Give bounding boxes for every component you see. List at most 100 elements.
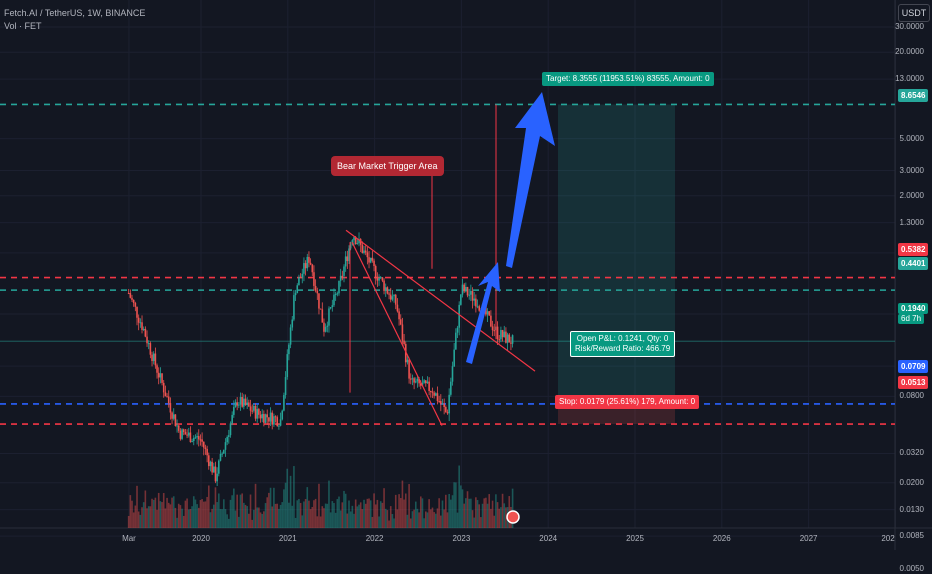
y-tick-label: 0.0050 [899,564,924,574]
candle-body [424,380,427,384]
stop-box-label[interactable]: Stop: 0.0179 (25.61%) 179, Amount: 0 [555,395,700,409]
candle-body [453,349,455,367]
target-box-label[interactable]: Target: 8.3555 (11953.51%) 83555, Amount… [542,72,714,86]
volume-bar [481,503,484,528]
volume-bar [441,500,444,528]
volume-bar [404,493,407,528]
price-chart[interactable] [0,0,932,550]
volume-bar [394,494,397,528]
volume-bar [274,503,277,528]
volume-bar [379,501,382,528]
volume-bar [455,482,457,528]
position-info-box[interactable]: Open P&L: 0.1241, Qty: 0 Risk/Reward Rat… [570,331,676,357]
candle-body [149,343,152,355]
volume-bar [398,494,400,528]
volume-bar [436,508,439,528]
candle-body [510,342,512,344]
volume-bar [256,507,258,528]
volume-bar [463,503,465,528]
volume-legend[interactable]: Vol · FET [4,21,42,31]
volume-bar [162,493,165,528]
volume-bar [339,510,342,528]
volume-bar [443,509,445,528]
candle-body [192,437,195,442]
large-up-arrow [506,92,555,268]
volume-bar [308,500,310,528]
volume-bar [358,504,360,528]
volume-bar [363,499,365,528]
candle-body [406,359,409,363]
candle-body [228,435,230,437]
volume-bar [476,500,479,528]
volume-bar [498,508,501,528]
candle-body [446,412,449,414]
candle-body [301,273,304,278]
volume-bar [371,516,374,528]
candle-body [359,239,362,245]
volume-bar [291,505,294,528]
volume-bar [480,517,482,528]
candle-body [404,344,407,363]
volume-bar [346,513,349,528]
risk-reward-text: Risk/Reward Ratio: 466.79 [575,344,671,353]
candle-body [264,414,267,423]
candle-body [127,293,130,295]
volume-bar [326,503,329,528]
volume-bar [127,515,130,528]
volume-bar [450,499,452,528]
x-tick-label: 202 [881,534,895,543]
volume-bar [466,491,469,528]
volume-bar [284,482,287,528]
volume-bar [301,515,304,528]
candle-body [508,334,511,343]
x-tick-label: 2022 [365,534,384,543]
volume-bar [456,512,459,528]
volume-bar [331,501,334,528]
candle-body [248,402,250,407]
volume-bar [486,503,489,528]
volume-bar [144,490,147,528]
candle-body [339,275,342,281]
symbol-title[interactable]: Fetch.AI / TetherUS, 1W, BINANCE [4,8,146,18]
candle-body [478,306,481,311]
volume-bar [132,512,135,528]
volume-bar [219,509,222,528]
candle-body [336,293,339,295]
candle-body [414,381,417,383]
volume-bar [207,485,210,528]
volume-bar [231,495,233,528]
volume-bar [429,509,432,528]
candle-body [196,436,198,438]
candle-body [274,416,277,418]
volume-bar [465,498,467,528]
candle-body [189,432,192,443]
volume-bar [248,513,250,528]
candle-body [344,256,347,267]
volume-bar [359,502,362,528]
volume-bar [296,500,299,528]
trade-marker-icon [506,510,520,524]
y-tick-label: 13.0000 [895,74,924,84]
candle-body [486,311,489,315]
candle-body [358,239,360,244]
candle-body [146,336,148,344]
volume-bar [154,497,157,528]
volume-bar [246,506,248,528]
candle-body [221,453,223,455]
volume-bar [258,507,260,528]
volume-bar [369,500,372,528]
candle-body [328,308,330,326]
volume-bar [334,512,337,528]
candle-body [261,413,264,419]
candle-body [496,326,499,340]
candle-body [445,407,447,413]
volume-bar [139,514,142,528]
candle-body [431,391,434,393]
candle-body [461,284,464,295]
volume-bar [279,504,282,528]
currency-button[interactable]: USDT [898,4,930,22]
bear-market-callout[interactable]: Bear Market Trigger Area [331,156,444,176]
candle-body [223,449,225,454]
volume-bar [288,502,290,528]
